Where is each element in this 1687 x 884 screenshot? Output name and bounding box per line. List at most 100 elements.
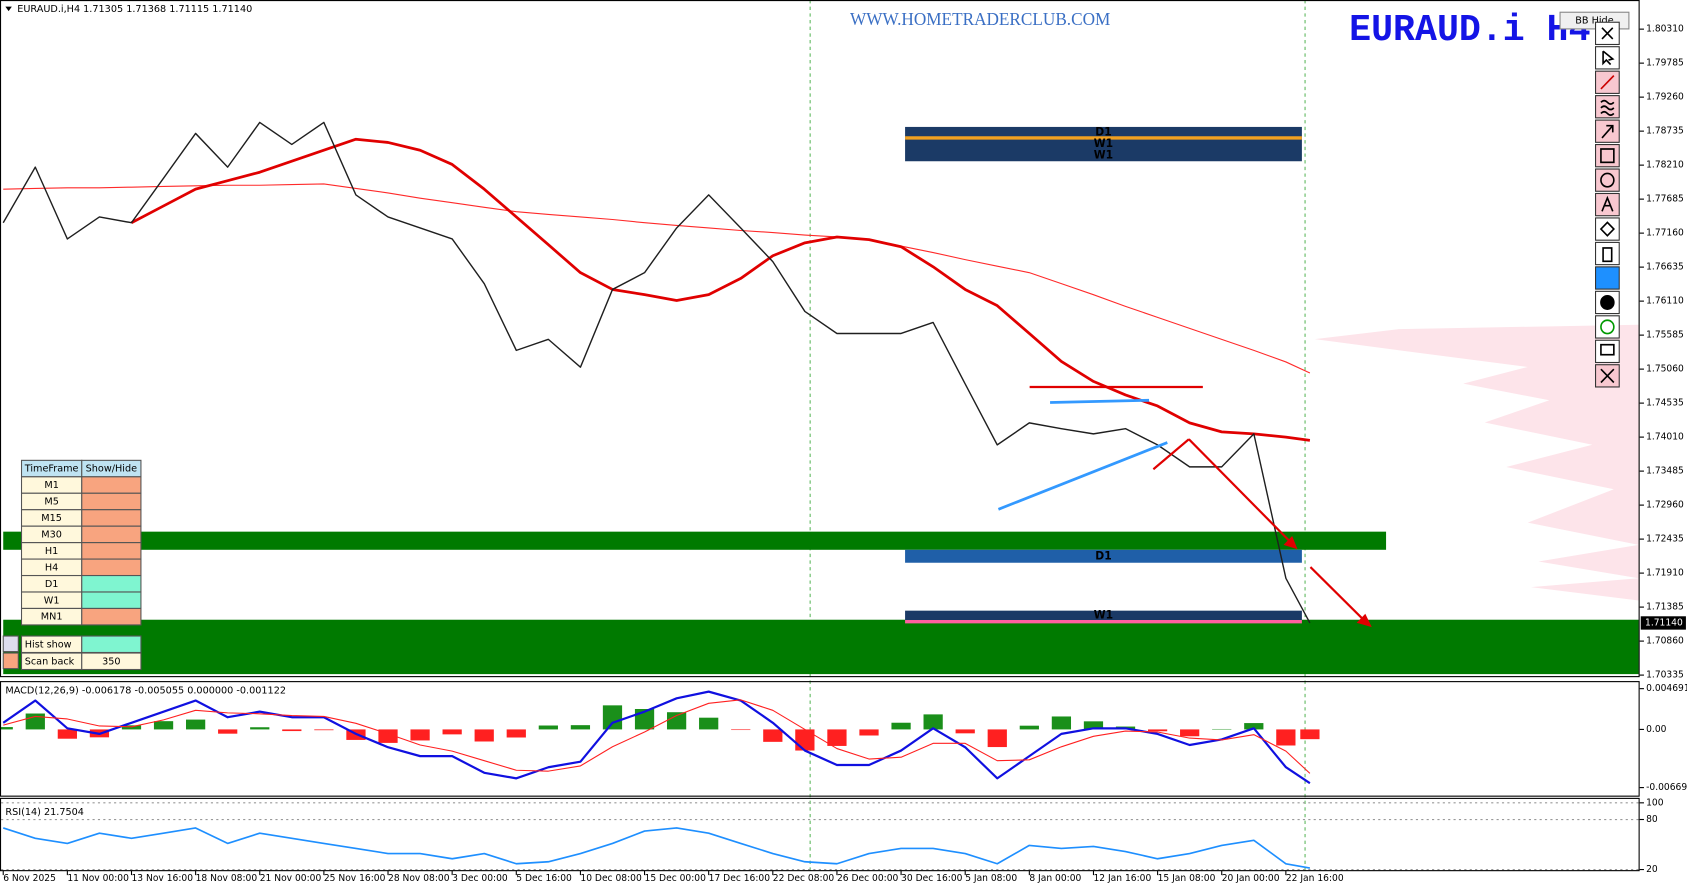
x-tick-label: 6 Nov 2025 <box>3 873 56 884</box>
histogram-bar <box>859 729 879 736</box>
scan-icon[interactable] <box>2 652 19 670</box>
timeframe-label: H4 <box>45 562 58 573</box>
histogram-bar <box>827 729 847 746</box>
y-tick-label: 80 <box>1646 814 1658 825</box>
indicator-title: MACD(12,26,9) -0.006178 -0.005055 0.0000… <box>5 685 286 696</box>
y-tick-label: 1.74010 <box>1646 432 1684 443</box>
y-tick-label: 1.72435 <box>1646 534 1684 545</box>
x-tick-label: 12 Jan 16:00 <box>1093 873 1151 884</box>
y-tick-label: 1.76110 <box>1646 296 1684 307</box>
timeframe-toggle[interactable] <box>81 591 142 610</box>
drawings <box>997 385 1372 628</box>
hist-show-label: Hist show <box>25 639 72 650</box>
price-panel: 1.80310 1.79785 1.79260 1.78735 1.78210 1.776… <box>0 24 1687 884</box>
tool-fill[interactable] <box>1595 217 1620 241</box>
zone-label: W1 <box>1094 148 1113 161</box>
timeframe-label: W1 <box>44 595 60 606</box>
zone <box>905 126 1302 162</box>
histogram-bar <box>731 729 751 731</box>
panel-frame <box>0 797 1640 872</box>
histogram-bar <box>250 727 270 730</box>
tool-clock[interactable] <box>1595 315 1620 339</box>
x-tick-label: 5 Jan 08:00 <box>965 873 1017 884</box>
y-tick-label: 1.76635 <box>1646 262 1684 273</box>
tool-ellipse[interactable] <box>1595 168 1620 192</box>
timeframe-toggle[interactable] <box>81 492 142 511</box>
x-tick-label: 3 Dec 00:00 <box>452 873 508 884</box>
histogram-bar <box>474 729 494 742</box>
trend-line <box>1050 398 1150 404</box>
histogram-bar <box>410 729 430 741</box>
x-tick-label: 28 Nov 08:00 <box>388 873 450 884</box>
y-tick-label: 1.70860 <box>1646 636 1684 647</box>
zone-label: W1 <box>1094 608 1113 621</box>
zone <box>905 549 1302 563</box>
x-tick-label: 26 Dec 00:00 <box>837 873 898 884</box>
y-tick-label: 1.75585 <box>1646 330 1684 341</box>
histogram-bar <box>891 722 911 730</box>
menu-triangle <box>5 6 12 12</box>
x-tick-label: 21 Nov 00:00 <box>260 873 322 884</box>
zone-label: W1 <box>1094 137 1113 150</box>
y-tick-label: 1.75060 <box>1646 364 1684 375</box>
tool-cursor[interactable] <box>1595 46 1620 70</box>
timeframe-toggle[interactable] <box>81 558 142 577</box>
y-tick-label: 1.78210 <box>1646 160 1684 171</box>
histogram-bar <box>955 729 975 734</box>
tool-color[interactable] <box>1595 266 1620 290</box>
histogram-bar <box>763 729 783 742</box>
series-line <box>3 183 1311 374</box>
trend-arrow <box>1309 566 1365 622</box>
histogram-bar <box>1300 729 1320 740</box>
tool-screen[interactable] <box>1595 339 1620 364</box>
trend-arrow <box>1152 438 1190 471</box>
x-tick-label: 8 Jan 00:00 <box>1029 873 1081 884</box>
bb-hide-label[interactable]: BB Hide <box>1575 15 1613 26</box>
y-tick-label: 1.78735 <box>1646 126 1684 137</box>
histogram-bar <box>153 721 174 730</box>
timeframe-toggle[interactable] <box>81 607 142 626</box>
y-tick-label: 1.77160 <box>1646 228 1684 239</box>
timeframe-toggle[interactable] <box>81 525 142 544</box>
zone <box>3 531 1387 550</box>
histogram-bar <box>1083 721 1104 730</box>
scan-back-label: Scan back <box>25 656 75 667</box>
timeframe-toggle[interactable] <box>81 574 142 593</box>
x-tick-label: 22 Jan 16:00 <box>1286 873 1344 884</box>
histogram-bar <box>923 714 943 730</box>
histogram-bar <box>1276 729 1296 746</box>
last-price-box <box>1640 616 1686 630</box>
tool-text[interactable] <box>1595 192 1620 217</box>
toolbar: BB Hide <box>1559 11 1630 388</box>
histogram-bar <box>1147 729 1168 732</box>
y-tick-label: 1.71910 <box>1646 568 1684 579</box>
symbol-info: EURAUD.i,H4 1.71305 1.71368 1.71115 1.71… <box>17 4 252 15</box>
volume-profile <box>1314 324 1639 601</box>
histogram-bar <box>1180 729 1200 737</box>
hist-icon[interactable] <box>2 635 19 653</box>
timeframe-toggle[interactable] <box>81 542 142 560</box>
series-line <box>2 121 1311 624</box>
tool-glyphs <box>1599 27 1615 384</box>
histogram-bar <box>57 729 77 739</box>
zone <box>905 610 1302 621</box>
histogram-bar <box>987 729 1007 748</box>
timeframe-toggle[interactable] <box>81 476 142 494</box>
y-tick-label: 1.70335 <box>1646 670 1684 681</box>
scan-back-field[interactable] <box>81 652 142 671</box>
trend-line <box>997 441 1168 511</box>
histogram-bar <box>442 729 462 735</box>
series-line <box>130 137 1311 442</box>
timeframe-label: M5 <box>44 496 58 507</box>
histogram-bar <box>699 717 719 730</box>
tool-rect[interactable] <box>1595 143 1620 168</box>
timeframe-toggle[interactable] <box>81 509 142 527</box>
timeframe-label: M1 <box>44 480 58 491</box>
hist-show-toggle[interactable] <box>81 635 142 654</box>
histogram-bar <box>506 729 526 738</box>
tool-delete[interactable] <box>1595 241 1620 266</box>
backdrop <box>809 0 1639 871</box>
histogram-bar <box>538 725 558 730</box>
